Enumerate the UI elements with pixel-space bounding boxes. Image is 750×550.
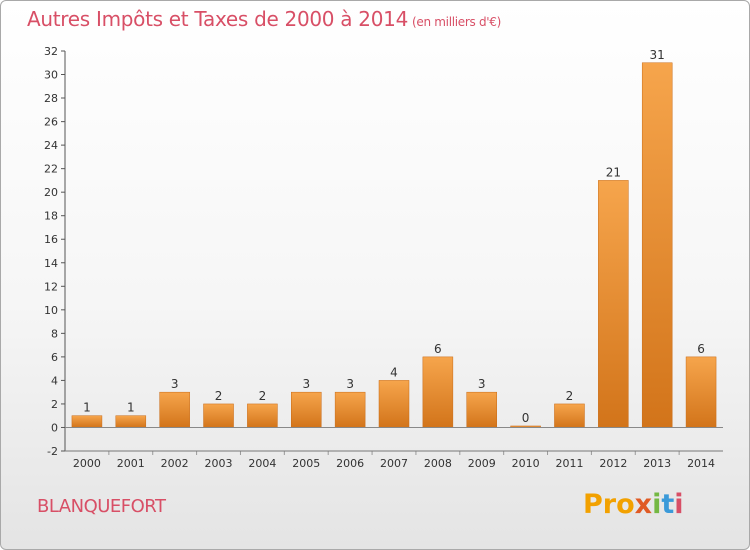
bar-2008	[422, 356, 454, 428]
bar-2011	[554, 403, 585, 428]
y-tick-label: 22	[44, 163, 58, 176]
data-label-2004: 2	[259, 389, 267, 403]
x-tick-label-2012: 2012	[599, 457, 627, 470]
y-tick-label: 32	[44, 45, 58, 58]
bar-2004	[247, 403, 278, 428]
y-tick-label: 12	[44, 280, 58, 293]
x-tick-label-2007: 2007	[380, 457, 408, 470]
bar-2014	[685, 356, 717, 428]
x-tick-label-2002: 2002	[161, 457, 189, 470]
y-tick-label: 6	[51, 351, 58, 364]
data-label-2006: 3	[346, 377, 354, 391]
data-label-2009: 3	[478, 377, 486, 391]
chart-title-text: Autres Impôts et Taxes de 2000 à 2014	[27, 7, 408, 31]
data-label-2005: 3	[302, 377, 310, 391]
x-tick-label-2009: 2009	[468, 457, 496, 470]
data-label-2011: 2	[566, 389, 574, 403]
bar-2005	[291, 391, 322, 428]
data-label-2012: 21	[606, 165, 621, 179]
data-label-2008: 6	[434, 342, 442, 356]
x-tick-label-2014: 2014	[687, 457, 715, 470]
place-name: BLANQUEFORT	[37, 496, 166, 517]
data-label-2010: 0	[522, 411, 530, 425]
y-tick-label: 2	[51, 398, 58, 411]
x-tick-label-2006: 2006	[336, 457, 364, 470]
y-tick-label: 24	[44, 139, 58, 152]
y-tick-label: 4	[51, 374, 58, 387]
x-tick-label-2010: 2010	[512, 457, 540, 470]
y-tick-label: 14	[44, 257, 58, 270]
bar-2012	[598, 180, 629, 428]
x-tick-label-2008: 2008	[424, 457, 452, 470]
y-tick-label: 8	[51, 327, 58, 340]
y-tick-label: 10	[44, 304, 58, 317]
data-label-2003: 2	[215, 389, 223, 403]
bar-2006	[334, 391, 366, 428]
y-tick-label: 30	[44, 69, 58, 82]
y-tick-label: 16	[44, 233, 58, 246]
x-tick-label-2003: 2003	[205, 457, 233, 470]
y-tick-label: 18	[44, 210, 58, 223]
x-tick-label-2005: 2005	[292, 457, 320, 470]
y-tick-label: 0	[51, 421, 58, 434]
data-label-2007: 4	[390, 365, 398, 379]
bar-2007	[378, 380, 410, 428]
y-tick-label: 20	[44, 186, 58, 199]
bar-2001	[115, 415, 147, 428]
data-label-2002: 3	[171, 377, 179, 391]
chart-unit-label: (en milliers d'€)	[412, 15, 502, 29]
x-tick-label-2004: 2004	[248, 457, 276, 470]
x-tick-label-2001: 2001	[117, 457, 145, 470]
y-tick-label: 28	[44, 92, 58, 105]
y-tick-label: 26	[44, 116, 58, 129]
data-label-2014: 6	[697, 342, 705, 356]
chart-title: Autres Impôts et Taxes de 2000 à 2014 (en…	[27, 7, 501, 31]
x-tick-label-2013: 2013	[643, 457, 671, 470]
bar-2002	[159, 391, 190, 428]
bar-2009	[466, 391, 497, 428]
x-tick-label-2000: 2000	[73, 457, 101, 470]
data-label-2013: 31	[650, 48, 665, 62]
x-tick-label-2011: 2011	[555, 457, 583, 470]
bar-2013	[641, 62, 673, 428]
data-label-2001: 1	[127, 401, 135, 415]
data-label-2000: 1	[83, 401, 91, 415]
proxiti-logo: Proxiti	[583, 489, 684, 520]
bar-2000	[71, 415, 103, 428]
bar-2003	[203, 403, 234, 428]
y-tick-label: -2	[47, 445, 58, 458]
